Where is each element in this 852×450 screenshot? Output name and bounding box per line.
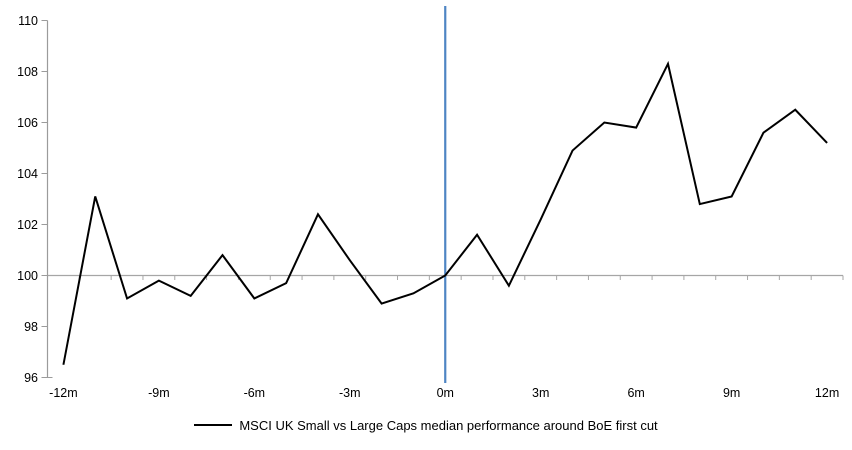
- series-line: [62, 60, 828, 365]
- y-tick-label: 96: [24, 371, 38, 385]
- y-tick-label: 98: [24, 320, 38, 334]
- x-tick-label: 9m: [723, 386, 740, 400]
- x-axis-labels: -12m -9m -6m -3m 0m 3m 6m 9m 12m: [49, 386, 839, 400]
- y-tick-label: 100: [17, 269, 38, 283]
- y-tick-label: 102: [17, 218, 38, 232]
- x-tick-label: -3m: [339, 386, 361, 400]
- legend-label: MSCI UK Small vs Large Caps median perfo…: [239, 417, 658, 433]
- x-tick-label: 12m: [815, 386, 839, 400]
- y-tick-label: 104: [17, 167, 38, 181]
- x-tick-label: -6m: [244, 386, 266, 400]
- x-tick-label: 6m: [627, 386, 644, 400]
- legend: MSCI UK Small vs Large Caps median perfo…: [0, 415, 852, 435]
- x-tick-label: -12m: [49, 386, 77, 400]
- y-tick-label: 108: [17, 65, 38, 79]
- x-axis-minor-ticks: [47, 275, 844, 280]
- line-chart-plot: 96 98 100 102 104 106 108 110 -12m -9m -6m -3m 0m 3m 6…: [17, 6, 844, 400]
- y-tick-label: 110: [18, 14, 38, 28]
- x-tick-label: 3m: [532, 386, 549, 400]
- y-axis: 96 98 100 102 104 106 108 110: [17, 14, 53, 385]
- x-tick-label: 0m: [437, 386, 454, 400]
- legend-line-sample: [194, 424, 233, 426]
- x-tick-label: -9m: [148, 386, 170, 400]
- y-tick-label: 106: [17, 116, 38, 130]
